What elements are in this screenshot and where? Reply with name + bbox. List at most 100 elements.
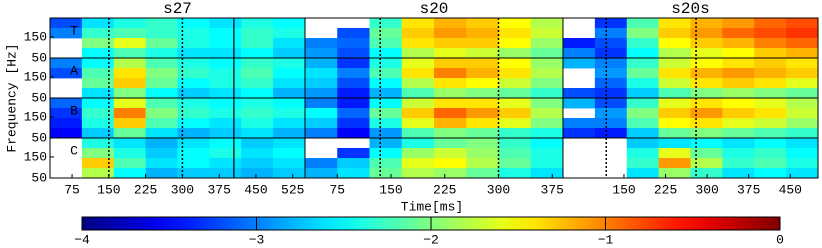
heat-cell <box>273 38 306 49</box>
heat-cell <box>305 168 338 179</box>
heat-cell <box>690 68 723 79</box>
heat-cell <box>434 18 467 29</box>
heat-cell <box>658 28 691 39</box>
y-tick-label: 50 <box>31 90 47 105</box>
heat-cell <box>81 38 115 49</box>
heat-cell <box>658 48 691 59</box>
heat-cell <box>530 148 564 159</box>
heat-cell <box>594 98 628 109</box>
heat-cell <box>337 78 370 89</box>
heat-cell <box>786 58 819 69</box>
heat-cell <box>530 138 564 149</box>
heat-cell <box>337 168 370 179</box>
heat-cell <box>177 18 210 29</box>
heat-cell <box>273 58 306 69</box>
x-tick-label: 375 <box>541 182 564 197</box>
heat-cell <box>145 158 178 169</box>
heat-cell <box>401 38 435 49</box>
y-tick-label: 50 <box>31 130 47 145</box>
heat-cell <box>722 48 755 59</box>
heat-cell <box>209 148 242 159</box>
heat-cell <box>690 108 723 119</box>
heat-cell <box>113 78 147 89</box>
colorbar-tick-label: −2 <box>423 232 439 247</box>
heat-cell <box>401 58 435 69</box>
heat-cell <box>337 28 370 39</box>
heat-cell <box>626 158 660 169</box>
x-tick-label: 300 <box>171 182 194 197</box>
heat-cell <box>626 98 660 109</box>
heat-cell <box>369 168 403 179</box>
heat-cell <box>594 108 628 119</box>
heat-cell <box>658 168 691 179</box>
heat-cell <box>466 78 499 89</box>
heat-cell <box>626 118 660 129</box>
heat-cell <box>209 88 242 99</box>
heat-cell <box>145 168 178 179</box>
heat-cell <box>113 48 147 59</box>
heat-cell <box>754 28 787 39</box>
heat-cell <box>241 18 274 29</box>
heat-cell <box>113 28 147 39</box>
heat-cell <box>690 38 723 49</box>
heat-cell <box>466 98 499 109</box>
heat-cell <box>401 168 435 179</box>
heat-cell <box>626 68 660 79</box>
heat-cell <box>305 78 338 89</box>
heat-cell <box>369 118 403 129</box>
heat-cell <box>754 98 787 109</box>
heat-cell <box>658 158 691 169</box>
heat-cell <box>369 58 403 69</box>
heat-cell <box>434 28 467 39</box>
y-tick-label: 150 <box>24 29 47 44</box>
heat-cell <box>754 68 787 79</box>
heat-cell <box>305 98 338 109</box>
heat-cell <box>81 138 115 149</box>
heat-cell <box>498 138 532 149</box>
heat-cell <box>722 38 755 49</box>
heat-cell <box>690 48 723 59</box>
heat-cell <box>369 98 403 109</box>
heat-cell <box>50 58 83 69</box>
heat-cell <box>369 28 403 39</box>
heat-cell <box>209 28 242 39</box>
heat-cell <box>626 18 660 29</box>
heat-cell <box>658 138 691 149</box>
heat-cell <box>658 88 691 99</box>
heat-cell <box>113 148 147 159</box>
heat-cell <box>466 18 499 29</box>
heat-cell <box>498 118 532 129</box>
heat-cell <box>273 118 306 129</box>
heat-cell <box>498 78 532 89</box>
heat-cell <box>658 108 691 119</box>
heat-cell <box>337 58 370 69</box>
heat-cell <box>690 128 723 139</box>
heat-cell <box>81 168 115 179</box>
heat-cell <box>369 78 403 89</box>
heat-cell <box>530 168 564 179</box>
heat-cell <box>50 98 83 109</box>
heat-cell <box>786 78 819 89</box>
heat-cell <box>466 38 499 49</box>
heat-cell <box>658 38 691 49</box>
heat-cell <box>722 18 755 29</box>
heat-cell <box>81 28 115 39</box>
heat-cell <box>177 88 210 99</box>
heat-cell <box>594 38 628 49</box>
heat-cell <box>498 108 532 119</box>
heat-cell <box>498 88 532 99</box>
heat-cell <box>113 108 147 119</box>
heat-cell <box>305 38 338 49</box>
heat-cell <box>273 88 306 99</box>
heat-cell <box>273 48 306 59</box>
heat-cell <box>690 168 723 179</box>
heat-cell <box>786 168 819 179</box>
heat-cell <box>209 158 242 169</box>
heat-cell <box>177 118 210 129</box>
heat-cell <box>369 138 403 149</box>
heat-cell <box>658 128 691 139</box>
heat-cell <box>563 98 596 109</box>
heat-cell <box>563 118 596 129</box>
heat-cell <box>305 68 338 79</box>
heat-cell <box>658 78 691 89</box>
